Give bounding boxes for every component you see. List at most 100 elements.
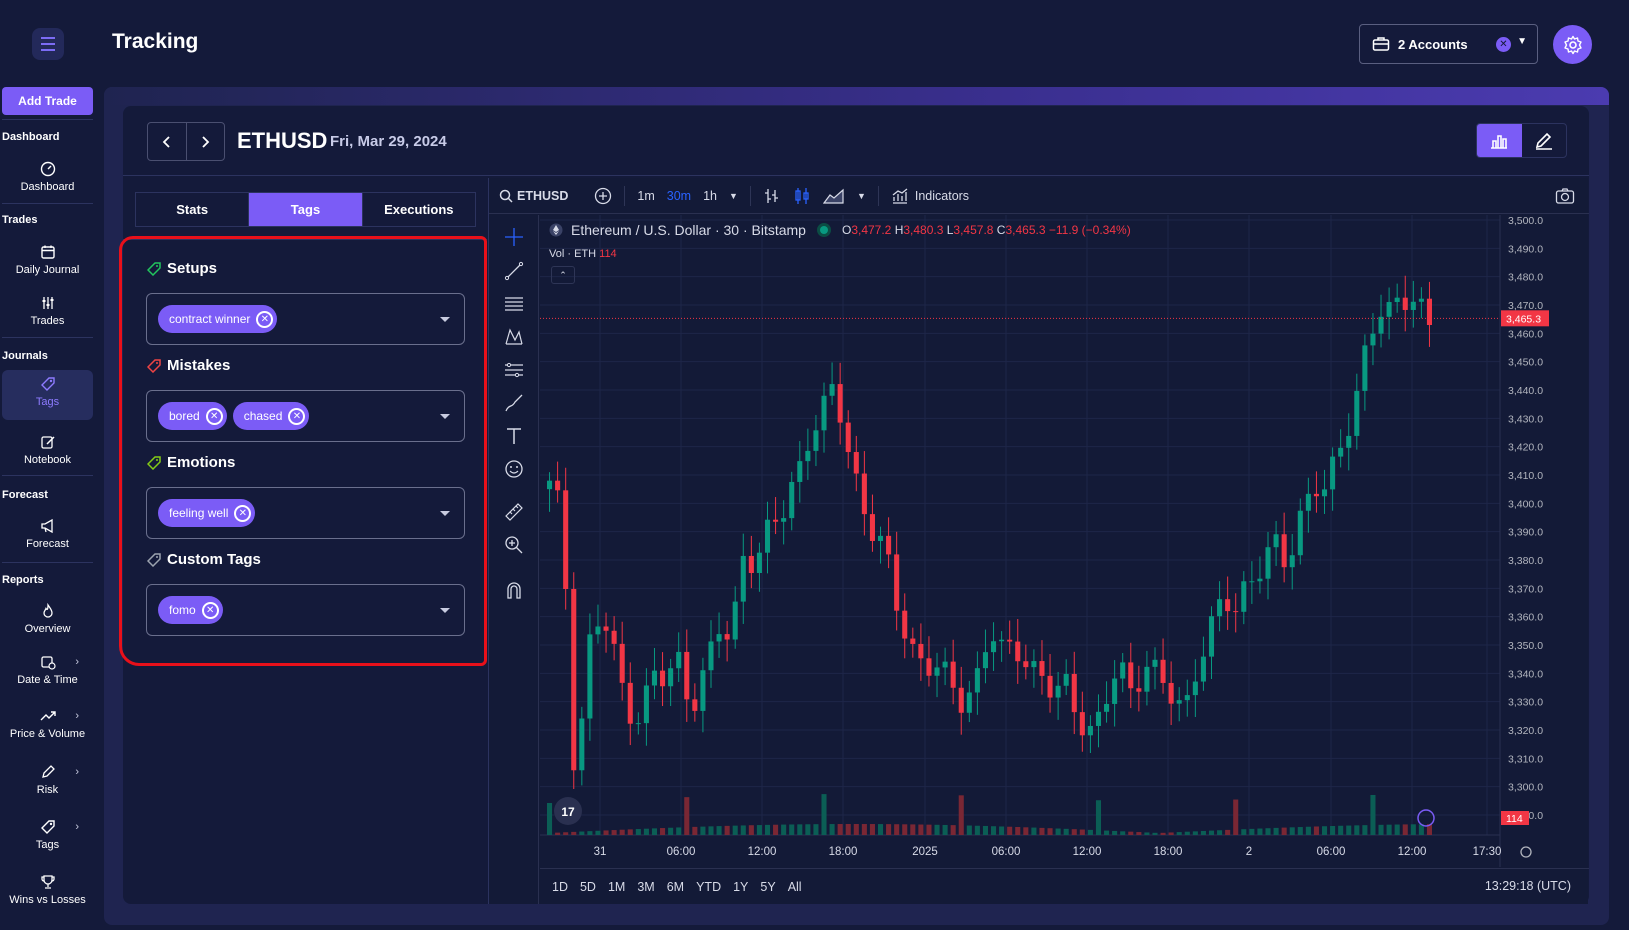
range-ytd[interactable]: YTD — [696, 879, 722, 894]
caret-down-icon[interactable] — [440, 317, 450, 322]
screenshot-button[interactable] — [1549, 187, 1581, 205]
utc-clock[interactable]: 13:29:18 (UTC) — [1484, 879, 1571, 893]
remove-tag-icon[interactable]: ✕ — [234, 504, 252, 522]
area-chart-button[interactable] — [817, 187, 851, 205]
text-tool[interactable] — [502, 424, 526, 448]
remove-tag-icon[interactable]: ✕ — [201, 601, 219, 619]
settings-button[interactable] — [1553, 25, 1592, 64]
sidebar-item-daily-journal[interactable]: Daily Journal — [2, 238, 93, 276]
chevron-down-icon[interactable]: ▼ — [729, 190, 738, 201]
menu-toggle-button[interactable] — [32, 28, 64, 60]
sidebar-item-notebook[interactable]: Notebook — [2, 428, 93, 466]
sidebar-item-forecast[interactable]: Forecast — [2, 512, 93, 550]
range-5y[interactable]: 5Y — [760, 879, 776, 894]
calendar-clock-icon — [38, 652, 58, 672]
range-5d[interactable]: 5D — [579, 879, 596, 894]
range-1d[interactable]: 1D — [552, 879, 568, 894]
candle-body — [660, 670, 666, 687]
sidebar-item-date-time[interactable]: › Date & Time — [2, 648, 93, 686]
camera-icon — [1555, 187, 1575, 204]
clear-accounts-icon[interactable]: ✕ — [1496, 37, 1511, 52]
sidebar-item-report-tags[interactable]: › Tags — [2, 813, 93, 851]
collapse-legend-button[interactable]: ⌃ — [551, 266, 575, 284]
volume-bar — [643, 828, 649, 835]
forecast-tool[interactable] — [502, 358, 526, 382]
interval-30m[interactable]: 30m — [666, 188, 692, 203]
remove-tag-icon[interactable]: ✕ — [256, 310, 274, 328]
volume-bar — [1257, 828, 1263, 835]
candle-body — [1071, 673, 1077, 713]
tab-tags[interactable]: Tags — [248, 193, 362, 226]
chart-view-button[interactable] — [1477, 124, 1522, 157]
remove-tag-icon[interactable]: ✕ — [205, 407, 223, 425]
y-tick-label: 3,440.0 — [1508, 385, 1543, 397]
indicators-button[interactable]: Indicators — [885, 187, 975, 205]
range-1y[interactable]: 1Y — [733, 879, 749, 894]
range-1m[interactable]: 1M — [607, 879, 626, 894]
custom-tags-select[interactable]: fomo ✕ — [146, 584, 465, 636]
emotions-select[interactable]: feeling well ✕ — [146, 487, 465, 539]
measure-tool[interactable] — [502, 500, 526, 524]
volume-bar — [764, 824, 771, 835]
candle-body — [1152, 659, 1158, 667]
tab-stats[interactable]: Stats — [176, 202, 209, 217]
sidebar-item-trades[interactable]: Trades — [2, 289, 93, 327]
range-all[interactable]: All — [787, 879, 802, 894]
symbol-search[interactable]: ETHUSD — [489, 189, 574, 203]
candle-body — [1095, 711, 1102, 726]
sidebar-item-dashboard[interactable]: Dashboard — [2, 155, 93, 193]
range-6m[interactable]: 6M — [666, 879, 685, 894]
sidebar-item-tags[interactable]: Tags — [2, 370, 93, 420]
prev-trade-button[interactable] — [148, 123, 187, 160]
candle-body — [716, 634, 722, 642]
next-trade-button[interactable] — [187, 123, 225, 160]
tag-chip: chased ✕ — [232, 402, 310, 430]
x-tick-label: 12:00 — [748, 846, 777, 858]
accounts-selector[interactable]: 2 Accounts ✕ ▼ — [1359, 24, 1538, 64]
compare-button[interactable] — [588, 187, 618, 205]
caret-down-icon[interactable] — [440, 511, 450, 516]
volume-bar — [853, 824, 859, 835]
pattern-tool[interactable] — [502, 325, 526, 349]
add-trade-button[interactable]: Add Trade — [2, 87, 93, 115]
sidebar-item-overview[interactable]: Overview — [2, 597, 93, 635]
sidebar-item-wins-vs-losses[interactable]: Wins vs Losses — [2, 868, 93, 906]
caret-down-icon[interactable] — [440, 414, 450, 419]
volume-bar — [861, 824, 867, 835]
chevron-down-icon[interactable]: ▼ — [856, 190, 866, 201]
range-3m[interactable]: 3M — [637, 879, 655, 894]
candle-body — [797, 461, 803, 482]
y-tick-label: 3,330.0 — [1508, 697, 1543, 709]
trendline-tool[interactable] — [502, 259, 526, 283]
volume-bar — [1047, 828, 1053, 835]
magnet-tool[interactable] — [502, 578, 526, 602]
sidebar-item-risk[interactable]: › Risk — [2, 758, 93, 796]
crosshair-tool[interactable] — [502, 225, 526, 249]
interval-1h[interactable]: 1h — [703, 188, 718, 203]
last-price-label: 3,465.3 — [1506, 313, 1541, 325]
candle-body — [1273, 534, 1279, 548]
brush-tool[interactable] — [502, 391, 526, 415]
volume-bar — [1217, 830, 1223, 835]
section-header-forecast: Forecast — [2, 489, 48, 501]
interval-1m[interactable]: 1m — [637, 188, 655, 203]
remove-tag-icon[interactable]: ✕ — [288, 407, 306, 425]
chevron-down-icon[interactable]: ▼ — [1517, 36, 1527, 47]
volume-bar — [1225, 829, 1231, 835]
mistakes-select[interactable]: bored ✕ chased ✕ — [146, 390, 465, 442]
view-toggle — [1476, 123, 1567, 158]
bar-type-button[interactable] — [757, 187, 787, 205]
volume-bar — [1313, 826, 1319, 835]
tab-executions[interactable]: Executions — [361, 193, 475, 226]
price-chart[interactable]: 3,500.0 3,490.0 3,480.0 3,470.0 3,460.0 3,450… — [540, 215, 1589, 867]
candles-button[interactable] — [787, 187, 817, 205]
setups-select[interactable]: contract winner ✕ — [146, 293, 465, 345]
volume-bar — [1370, 794, 1376, 835]
caret-down-icon[interactable] — [440, 608, 450, 613]
fib-tool[interactable] — [502, 292, 526, 316]
sidebar-item-price-volume[interactable]: › Price & Volume — [2, 702, 93, 740]
candle-body — [869, 514, 875, 541]
emoji-tool[interactable] — [502, 457, 526, 481]
zoom-tool[interactable] — [502, 533, 526, 557]
edit-view-button[interactable] — [1522, 124, 1567, 157]
